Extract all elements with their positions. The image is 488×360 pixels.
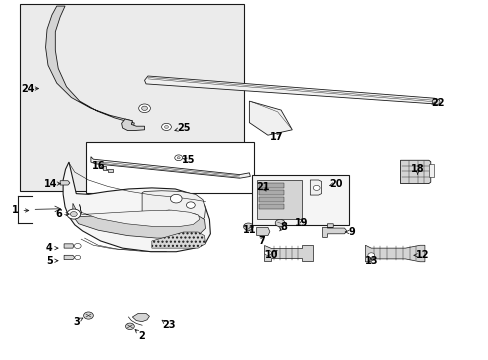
Circle shape <box>142 106 147 111</box>
Bar <box>259 183 283 188</box>
Polygon shape <box>249 101 292 135</box>
Circle shape <box>313 185 320 190</box>
Text: 6: 6 <box>56 209 62 219</box>
Text: 4: 4 <box>46 243 53 253</box>
Text: 12: 12 <box>415 250 428 260</box>
Polygon shape <box>80 204 199 226</box>
Polygon shape <box>256 227 269 235</box>
Text: 5: 5 <box>46 256 53 266</box>
Text: 20: 20 <box>329 179 342 189</box>
Text: 25: 25 <box>177 123 190 133</box>
Polygon shape <box>45 6 134 127</box>
Text: 16: 16 <box>91 161 105 171</box>
Polygon shape <box>144 76 438 104</box>
Text: 7: 7 <box>258 236 264 246</box>
Circle shape <box>139 104 150 113</box>
Circle shape <box>74 243 81 248</box>
Circle shape <box>70 212 77 217</box>
Circle shape <box>431 99 439 105</box>
Text: 1: 1 <box>12 206 19 216</box>
Bar <box>428 163 433 177</box>
Text: 23: 23 <box>162 320 175 330</box>
Bar <box>259 190 283 195</box>
Bar <box>259 204 283 210</box>
Text: 17: 17 <box>269 132 283 142</box>
Text: 15: 15 <box>182 155 195 165</box>
Text: 11: 11 <box>242 225 256 235</box>
Bar <box>259 197 283 202</box>
Circle shape <box>264 250 271 255</box>
Polygon shape <box>400 160 430 184</box>
Polygon shape <box>322 224 346 237</box>
Polygon shape <box>73 203 205 238</box>
Text: 8: 8 <box>280 222 286 231</box>
Text: 13: 13 <box>364 256 377 266</box>
Polygon shape <box>132 314 149 321</box>
Bar <box>20 4 244 191</box>
Circle shape <box>174 155 182 161</box>
Bar <box>251 175 348 225</box>
Text: 18: 18 <box>410 164 424 174</box>
Polygon shape <box>122 119 144 131</box>
Polygon shape <box>64 244 74 248</box>
Polygon shape <box>256 180 302 220</box>
Circle shape <box>177 157 180 159</box>
Circle shape <box>83 312 93 319</box>
Circle shape <box>183 215 190 220</box>
Polygon shape <box>63 162 210 252</box>
Polygon shape <box>142 191 205 227</box>
Text: 19: 19 <box>295 218 308 228</box>
Text: 3: 3 <box>73 317 80 327</box>
Polygon shape <box>152 232 205 248</box>
Circle shape <box>75 255 81 260</box>
Circle shape <box>275 220 285 226</box>
Text: 9: 9 <box>347 227 354 237</box>
Polygon shape <box>103 166 113 172</box>
Text: 14: 14 <box>44 179 58 189</box>
Circle shape <box>164 126 168 129</box>
Text: 2: 2 <box>139 331 145 341</box>
Circle shape <box>367 253 374 258</box>
Circle shape <box>186 202 195 208</box>
Bar <box>86 142 254 193</box>
Circle shape <box>170 194 182 203</box>
Circle shape <box>67 209 81 219</box>
Polygon shape <box>60 181 70 185</box>
Text: 10: 10 <box>264 250 278 260</box>
Circle shape <box>161 123 171 131</box>
Polygon shape <box>365 245 424 262</box>
Circle shape <box>125 323 134 329</box>
Text: 24: 24 <box>20 84 34 94</box>
Circle shape <box>164 210 172 216</box>
Text: 22: 22 <box>430 98 444 108</box>
Polygon shape <box>91 157 250 178</box>
Polygon shape <box>264 245 312 261</box>
Text: 21: 21 <box>256 182 269 192</box>
Polygon shape <box>64 255 75 260</box>
Circle shape <box>243 223 253 230</box>
Polygon shape <box>310 180 321 195</box>
